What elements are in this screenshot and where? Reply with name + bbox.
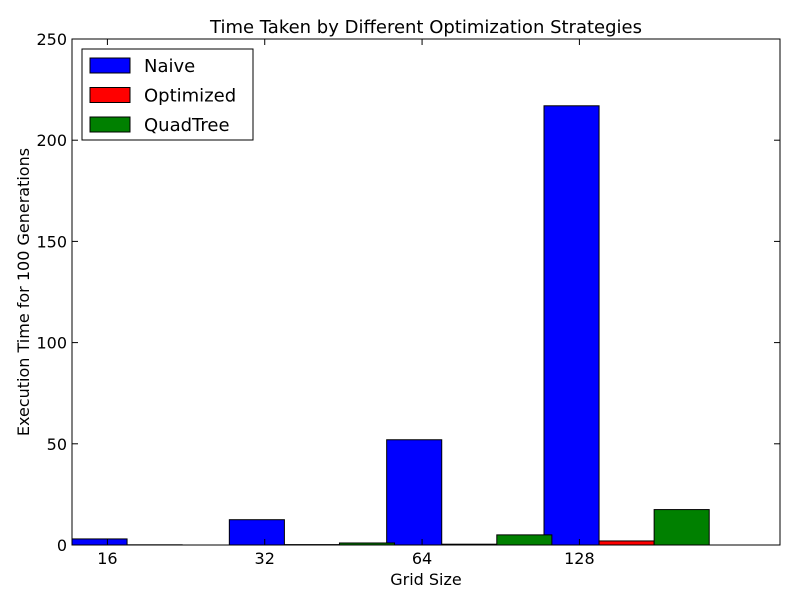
bar-quadtree-1 xyxy=(496,534,553,546)
bar-naive-0 xyxy=(71,538,128,546)
legend-swatch-naive xyxy=(89,57,131,74)
y-axis-label: Execution Time for 100 Generations xyxy=(14,148,33,436)
y-tick-label: 50 xyxy=(47,435,67,454)
y-tick-label: 100 xyxy=(36,334,67,353)
plot-frame xyxy=(71,38,781,546)
x-axis-label: Grid Size xyxy=(390,570,462,589)
bar-naive-1 xyxy=(228,519,285,546)
y-tick-label: 200 xyxy=(36,131,67,150)
x-tick-label: 32 xyxy=(255,549,275,568)
legend-label-quadtree: QuadTree xyxy=(144,115,230,136)
legend-swatch-quadtree xyxy=(89,116,131,133)
y-tick-label: 250 xyxy=(36,30,67,49)
legend-swatch-optimized xyxy=(89,87,131,103)
x-tick-label: 64 xyxy=(412,549,432,568)
legend: Naive Optimized QuadTree xyxy=(81,48,254,141)
chart-title: Time Taken by Different Optimization Str… xyxy=(209,17,642,38)
y-tick-label: 0 xyxy=(57,536,67,555)
bar-optimized-3 xyxy=(598,540,655,546)
y-tick-label: 150 xyxy=(36,232,67,251)
bar-naive-2 xyxy=(386,439,443,546)
bar-naive-3 xyxy=(543,105,600,546)
x-tick-label: 16 xyxy=(97,549,117,568)
x-tick-label: 128 xyxy=(564,549,595,568)
legend-label-optimized: Optimized xyxy=(144,86,236,107)
bar-quadtree-2 xyxy=(653,509,710,546)
legend-label-naive: Naive xyxy=(144,56,195,77)
